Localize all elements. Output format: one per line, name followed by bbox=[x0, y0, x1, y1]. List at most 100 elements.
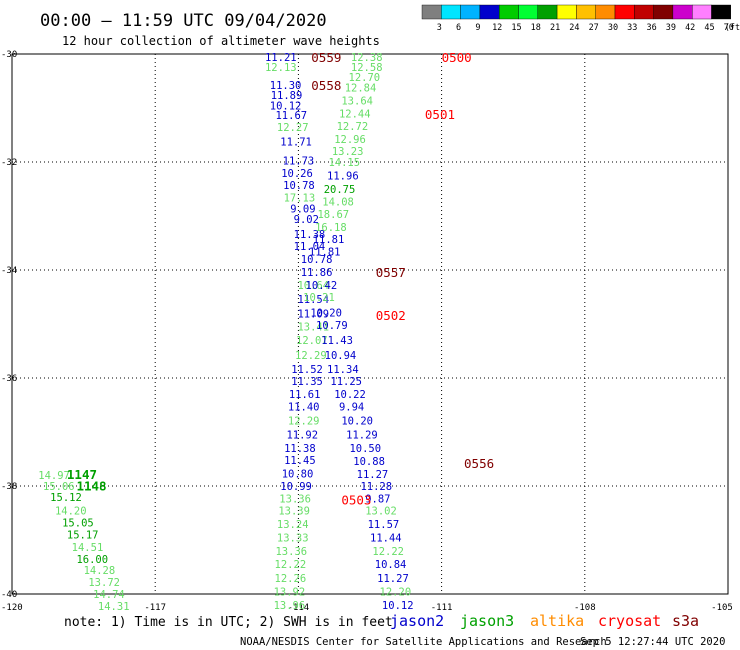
wave-height-value: 9.02 bbox=[294, 214, 319, 226]
colorbar-swatch bbox=[537, 4, 558, 20]
pass-time-label: 0502 bbox=[376, 308, 406, 323]
wave-height-value: 14.74 bbox=[93, 589, 125, 601]
wave-height-value: 11.27 bbox=[357, 469, 389, 481]
wave-height-value: 14.31 bbox=[98, 601, 130, 613]
wave-height-value: 16.00 bbox=[76, 554, 108, 566]
wave-height-points: 11.2112.1311.3011.8910.1211.6712.2711.71… bbox=[38, 52, 413, 613]
colorbar-swatch bbox=[441, 4, 461, 20]
colorbar-swatch bbox=[518, 4, 538, 20]
wave-height-value: 10.26 bbox=[281, 168, 313, 180]
wave-height-value: 12.29 bbox=[295, 350, 327, 362]
satellite-label-jason2: jason2 bbox=[390, 612, 444, 630]
wave-height-value: 10.20 bbox=[310, 308, 342, 320]
wave-height-value: 13.39 bbox=[278, 505, 310, 517]
wave-height-value: 14.15 bbox=[328, 157, 360, 169]
wave-height-value: 15.17 bbox=[67, 530, 99, 542]
wave-height-value: 11.89 bbox=[271, 90, 303, 102]
wave-height-value: 11.67 bbox=[275, 110, 307, 122]
wave-height-value: 10.20 bbox=[341, 416, 373, 428]
wave-height-value: 12.22 bbox=[372, 546, 404, 558]
chart-subtitle: 12 hour collection of altimeter wave hei… bbox=[62, 34, 380, 48]
wave-height-value: 13.33 bbox=[277, 532, 309, 544]
colorbar-swatch bbox=[421, 4, 442, 20]
wave-height-value: 9.09 bbox=[290, 203, 315, 215]
satellite-label-jason3: jason3 bbox=[460, 612, 514, 630]
satellite-label-altika: altika bbox=[530, 612, 584, 630]
wave-height-value: 12.29 bbox=[288, 416, 320, 428]
pass-time-label: 1148 bbox=[76, 478, 106, 493]
wave-height-value: 14.28 bbox=[84, 565, 116, 577]
pass-time-label: 0556 bbox=[464, 456, 494, 471]
wave-height-value: 12.84 bbox=[345, 82, 377, 94]
y-tick-label: -38 bbox=[1, 482, 17, 492]
plot-frame bbox=[11, 53, 729, 595]
wave-height-value: 11.38 bbox=[284, 443, 316, 455]
y-tick-label: -34 bbox=[1, 266, 17, 276]
wave-height-value: 15.12 bbox=[50, 492, 82, 504]
wave-height-value: 10.88 bbox=[353, 456, 385, 468]
colorbar-swatch bbox=[595, 4, 616, 20]
wave-height-value: 11.27 bbox=[377, 573, 409, 585]
wave-height-value: 11.34 bbox=[327, 364, 359, 376]
wave-height-value: 11.81 bbox=[309, 247, 341, 259]
colorbar-swatch bbox=[653, 4, 674, 20]
wave-height-value: 10.94 bbox=[325, 350, 357, 362]
colorbar-tick-label: 9 bbox=[475, 23, 480, 33]
wave-height-value: 15.05 bbox=[62, 518, 94, 530]
wave-height-value: 12.38 bbox=[351, 52, 383, 64]
pass-time-label: 0557 bbox=[376, 265, 406, 280]
colorbar-tick-label: 45 bbox=[704, 23, 714, 33]
wave-height-value: 11.04 bbox=[294, 241, 326, 253]
wave-height-value: 11.38 bbox=[294, 229, 326, 241]
wave-height-value: 13.23 bbox=[332, 146, 364, 158]
y-tick-label: -32 bbox=[1, 158, 17, 168]
grid-lines bbox=[12, 54, 728, 594]
wave-height-value: 12.27 bbox=[277, 122, 309, 134]
colorbar-tick-label: 6 bbox=[456, 23, 461, 33]
wave-height-value: 11.21 bbox=[265, 52, 297, 64]
wave-height-value: 11.54 bbox=[297, 294, 329, 306]
x-tick-label: -117 bbox=[144, 603, 166, 613]
pass-time-label: 0558 bbox=[311, 78, 341, 93]
colorbar-tick-label: 18 bbox=[531, 23, 541, 33]
colorbar-swatch bbox=[692, 4, 712, 20]
wave-height-value: 11.35 bbox=[291, 376, 323, 388]
wave-height-value: 12.07 bbox=[296, 335, 328, 347]
wave-height-value: 11.86 bbox=[301, 267, 333, 279]
wave-height-value: 10.22 bbox=[334, 389, 366, 401]
wave-height-value: 13.36 bbox=[275, 546, 307, 558]
colorbar-swatch bbox=[672, 4, 693, 20]
wave-height-value: 11.29 bbox=[346, 430, 378, 442]
wave-height-value: 10.79 bbox=[316, 320, 348, 332]
colorbar-tick-label: 15 bbox=[511, 23, 521, 33]
wave-height-value: 12.72 bbox=[337, 121, 369, 133]
wave-height-value: 10.12 bbox=[382, 600, 414, 612]
wave-height-value: 11.43 bbox=[321, 335, 353, 347]
wave-height-value: 13.96 bbox=[274, 600, 306, 612]
wave-height-value: 12.58 bbox=[351, 62, 383, 74]
wave-height-value: 10.12 bbox=[270, 100, 302, 112]
colorbar-swatch bbox=[556, 4, 577, 20]
colorbar-tick-label: 21 bbox=[550, 23, 560, 33]
colorbar-tick-label: 36 bbox=[646, 23, 656, 33]
wave-height-value: 11.30 bbox=[270, 80, 302, 92]
footnote: note: 1) Time is in UTC; 2) SWH is in fe… bbox=[64, 615, 393, 630]
y-axis-ticks: -30 -32 -34 -36 -38 -40 bbox=[1, 50, 17, 600]
wave-height-value: 11.28 bbox=[360, 481, 392, 493]
wave-height-value: 13.02 bbox=[365, 505, 397, 517]
wave-height-value: 13.24 bbox=[277, 519, 309, 531]
wave-height-value: 10.78 bbox=[283, 180, 315, 192]
wave-height-value: 18.67 bbox=[317, 209, 349, 221]
colorbar-swatch bbox=[479, 4, 500, 20]
wave-height-value: 11.52 bbox=[291, 364, 323, 376]
wave-height-value: 14.20 bbox=[55, 505, 87, 517]
chart-title: 00:00 – 11:59 UTC 09/04/2020 bbox=[40, 11, 327, 31]
wave-height-value: 12.96 bbox=[334, 134, 366, 146]
credit-text: NOAA/NESDIS Center for Satellite Applica… bbox=[240, 636, 607, 648]
colorbar-tick-label: 3 bbox=[437, 23, 442, 33]
satellite-legend: jason2 jason3 altika cryosat s3a bbox=[390, 612, 699, 630]
pass-time-label: 0503 bbox=[341, 493, 371, 508]
x-tick-label: -120 bbox=[1, 603, 23, 613]
